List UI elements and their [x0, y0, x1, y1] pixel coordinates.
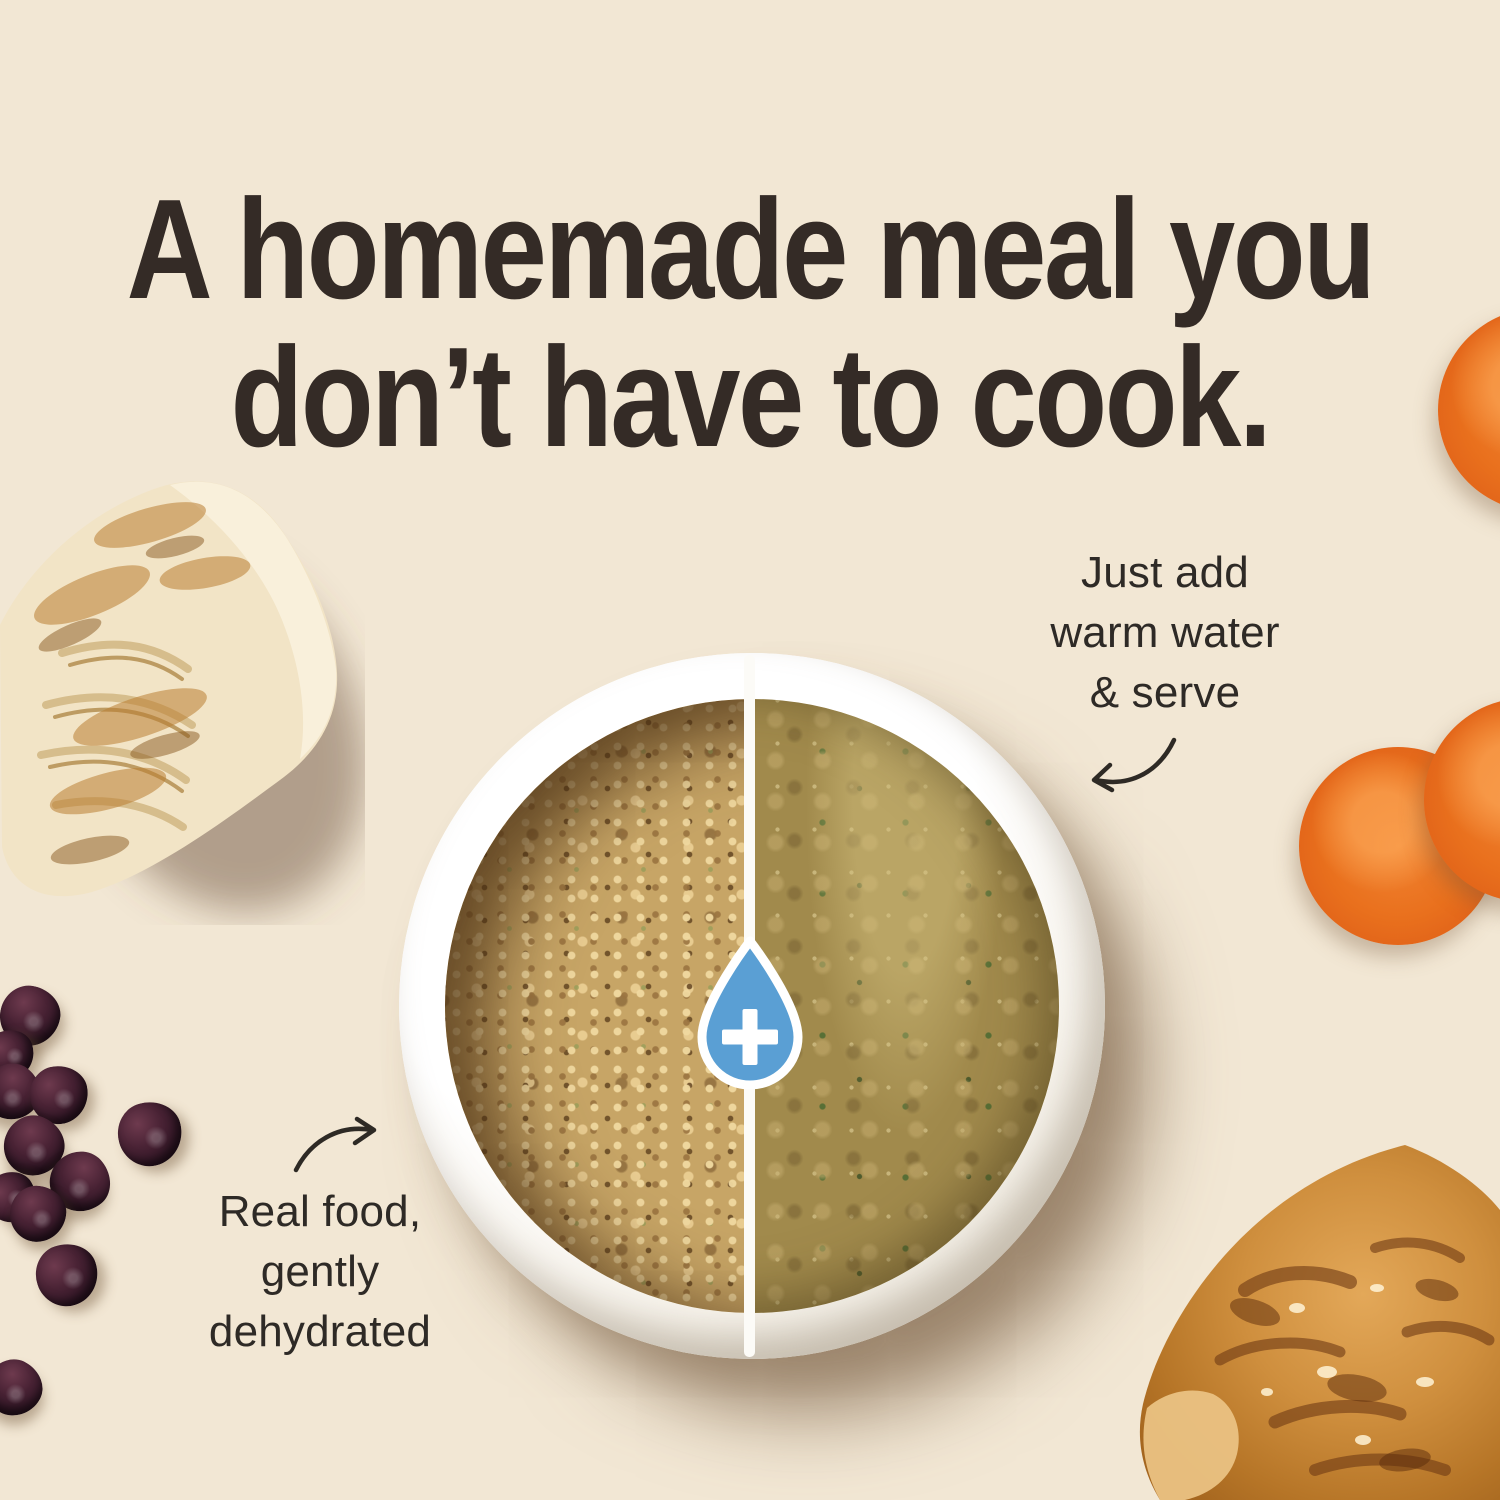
- headline: A homemade meal you don’t have to cook.: [120, 176, 1380, 471]
- dehydrated-food-half: [445, 699, 752, 1313]
- note-line: Real food,: [218, 1187, 422, 1236]
- berry-photo: [27, 1235, 107, 1315]
- berry-photo: [111, 1095, 189, 1173]
- plus-icon: [722, 1009, 778, 1065]
- sweet-potato-slice-photo: [1438, 308, 1500, 512]
- headline-line-1: A homemade meal you: [126, 170, 1376, 329]
- note-line: gently: [260, 1246, 380, 1296]
- curved-arrow-icon: [1086, 736, 1178, 794]
- note-line: Just add: [1081, 548, 1249, 597]
- food-bowl-photo: [399, 653, 1105, 1359]
- note-line: & serve: [1089, 667, 1241, 717]
- bowl-food: [445, 699, 1059, 1313]
- roasted-chicken-photo: [1125, 1140, 1500, 1500]
- fish-fillet-photo: [0, 455, 365, 925]
- rehydrated-food-half: [752, 699, 1059, 1313]
- curved-arrow-icon: [292, 1116, 380, 1174]
- note-real-food: Real food, gently dehydrated: [140, 1182, 500, 1361]
- note-line: dehydrated: [208, 1306, 432, 1356]
- water-drop-icon: [689, 933, 811, 1095]
- note-line: warm water: [1050, 607, 1280, 657]
- berry-photo: [0, 1349, 53, 1427]
- headline-line-2: don’t have to cook.: [230, 317, 1272, 477]
- note-add-water: Just add warm water & serve: [985, 543, 1345, 722]
